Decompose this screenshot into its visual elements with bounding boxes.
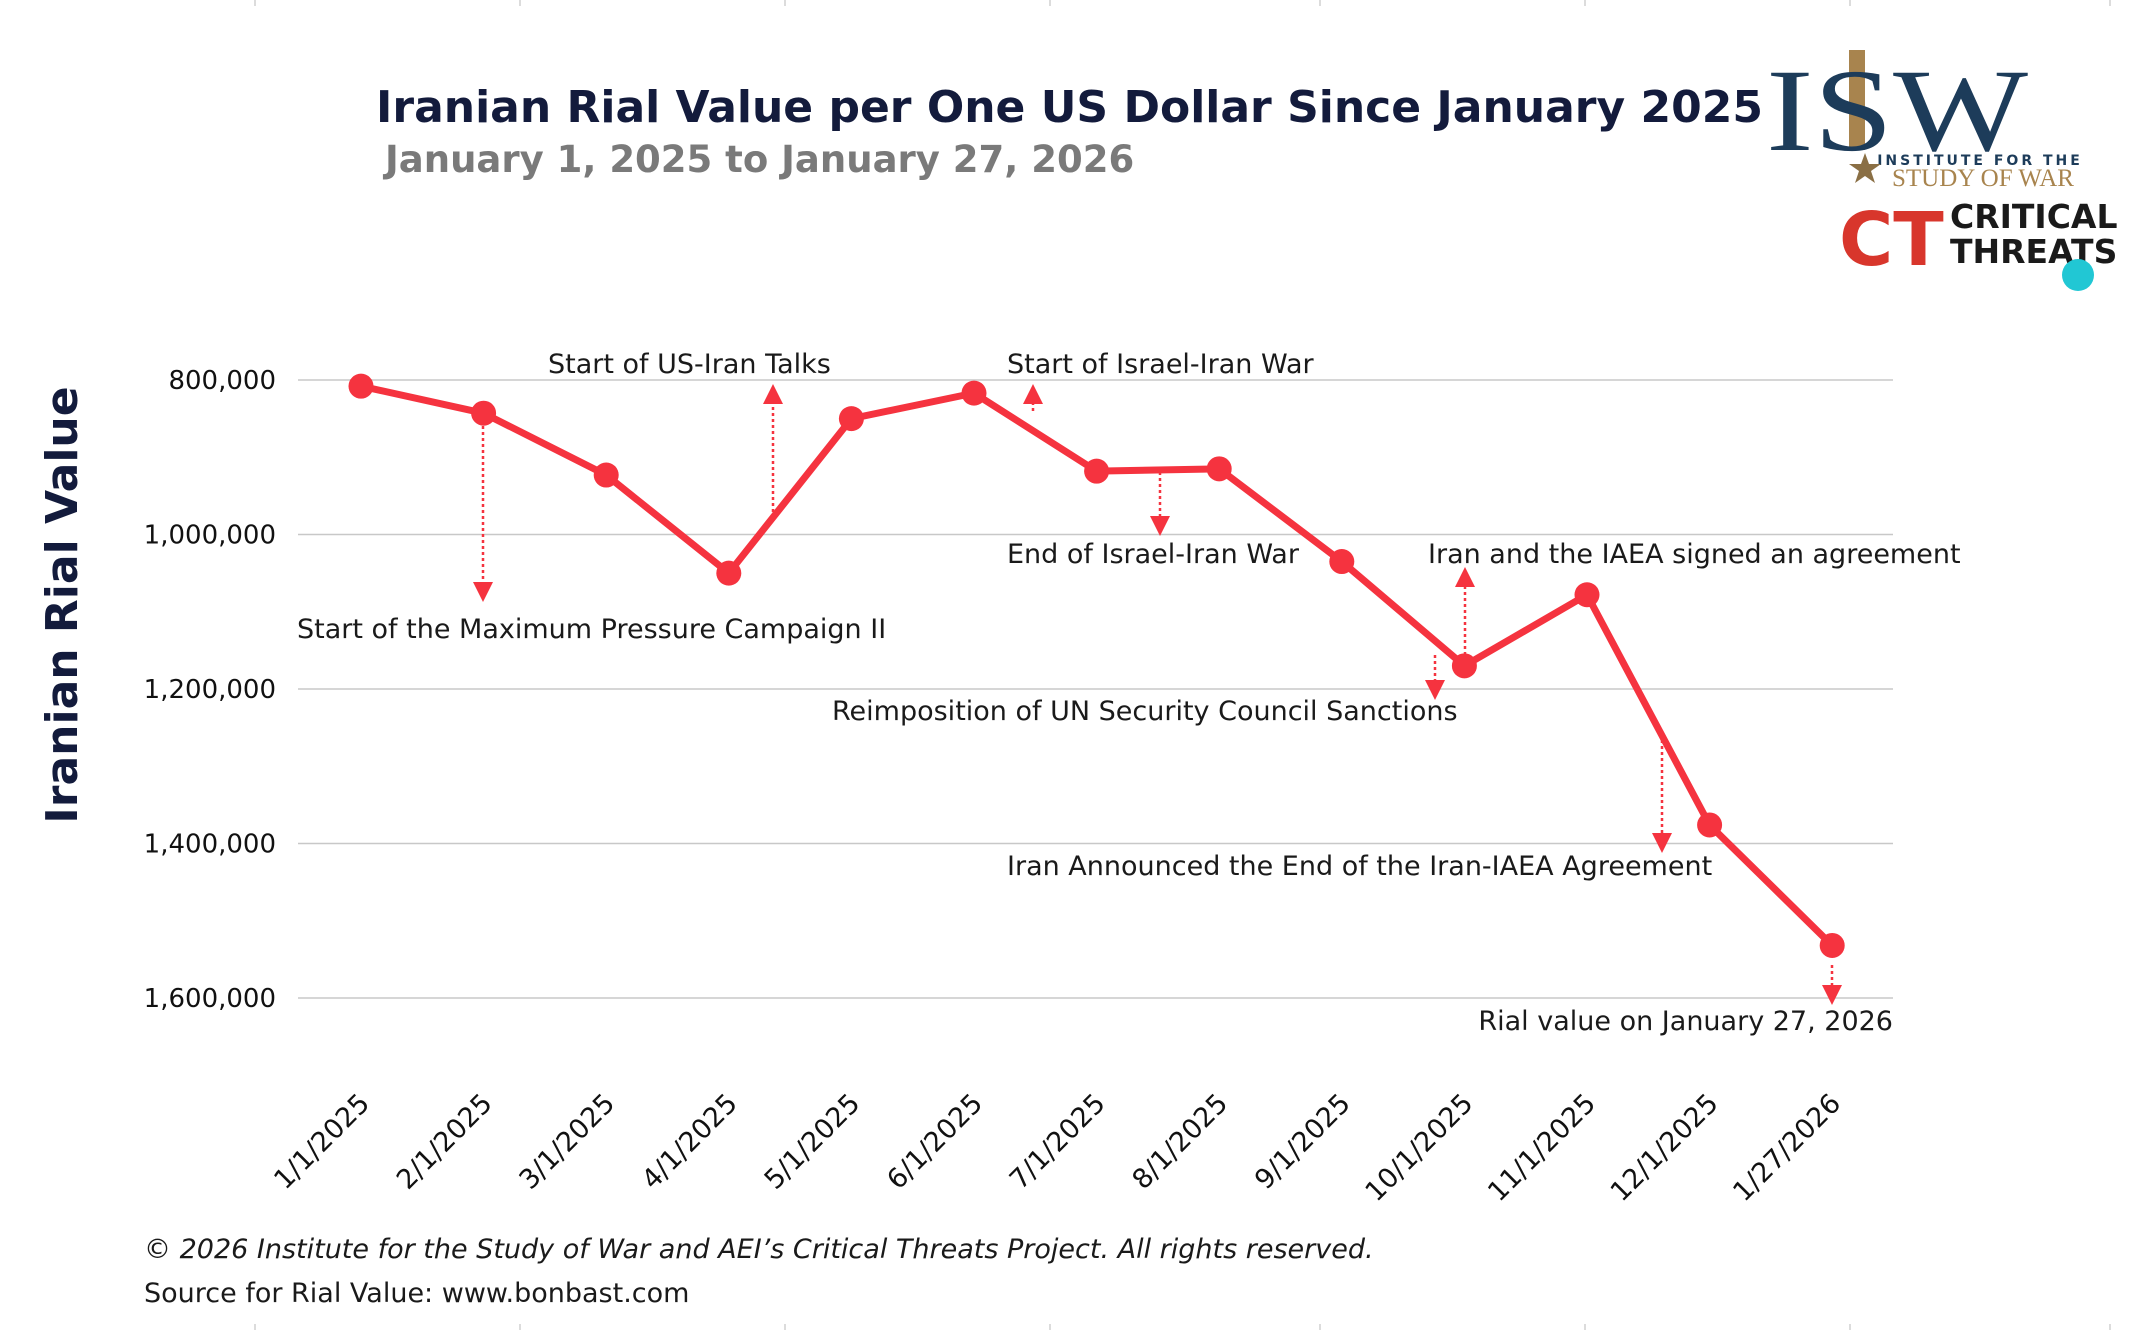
critical-threats-logo: CT CRITICAL THREATS <box>1839 197 2117 291</box>
data-point <box>471 400 497 426</box>
x-tick-label: 11/1/2025 <box>1482 1088 1602 1208</box>
data-point <box>961 380 987 406</box>
data-point <box>1819 932 1845 958</box>
data-point <box>1084 458 1110 484</box>
x-tick-label: 4/1/2025 <box>636 1088 744 1196</box>
y-tick-label: 1,400,000 <box>144 830 276 860</box>
footer-source: Source for Rial Value: www.bonbast.com <box>144 1278 689 1309</box>
annotation-label: Start of the Maximum Pressure Campaign I… <box>297 614 886 645</box>
annotation-label: Start of US-Iran Talks <box>548 349 831 380</box>
y-axis-label: Iranian Rial Value <box>37 386 88 823</box>
annotation-label: End of Israel-Iran War <box>1007 539 1300 570</box>
data-point <box>1697 812 1723 838</box>
x-tick-label: 1/27/2026 <box>1727 1088 1847 1208</box>
x-tick-label: 8/1/2025 <box>1126 1088 1234 1196</box>
y-tick-labels: 800,000 1,000,000 1,200,000 1,400,000 1,600,… <box>144 366 276 1014</box>
gridlines <box>298 379 1893 999</box>
footer-copyright: © 2026 Institute for the Study of War an… <box>144 1234 1374 1265</box>
annotation-label: Iran and the IAEA signed an agreement <box>1428 539 1961 570</box>
x-tick-label: 12/1/2025 <box>1605 1088 1725 1208</box>
x-tick-labels: 1/1/2025 2/1/2025 3/1/2025 4/1/2025 5/1/2025… <box>268 1088 1847 1208</box>
annotation-label: Iran Announced the End of the Iran-IAEA … <box>1007 851 1712 882</box>
annotation-label: Start of Israel-Iran War <box>1007 349 1314 380</box>
data-point <box>716 560 742 586</box>
x-tick-label: 2/1/2025 <box>391 1088 499 1196</box>
chart-subtitle: January 1, 2025 to January 27, 2026 <box>382 138 1134 181</box>
isw-logo-line1: INSTITUTE FOR THE <box>1877 153 2083 169</box>
ct-logo-letters: CT <box>1839 197 1944 283</box>
x-tick-label: 10/1/2025 <box>1360 1088 1480 1208</box>
data-point <box>1206 456 1232 482</box>
x-tick-label: 5/1/2025 <box>759 1088 867 1196</box>
y-tick-label: 800,000 <box>168 366 276 396</box>
annotation-label: Reimposition of UN Security Council Sanc… <box>832 696 1458 727</box>
edge-marks <box>254 0 2111 1330</box>
annotation-label: Rial value on January 27, 2026 <box>1478 1006 1893 1037</box>
ct-logo-line1: CRITICAL <box>1950 197 2117 236</box>
x-tick-label: 3/1/2025 <box>513 1088 621 1196</box>
y-tick-label: 1,600,000 <box>144 984 276 1014</box>
y-tick-label: 1,000,000 <box>144 521 276 551</box>
x-tick-label: 1/1/2025 <box>268 1088 376 1196</box>
annotation-labels: Start of the Maximum Pressure Campaign I… <box>297 349 1961 1037</box>
y-tick-label: 1,200,000 <box>144 675 276 705</box>
data-point <box>1451 653 1477 679</box>
series-rial-value <box>348 373 1845 958</box>
ct-logo-line2: THREATS <box>1950 232 2117 271</box>
isw-logo-bar <box>1849 50 1865 150</box>
data-point <box>1574 582 1600 608</box>
data-point <box>593 462 619 488</box>
annotation-arrows <box>473 384 1842 1005</box>
isw-logo-letters: ISW <box>1766 45 2029 176</box>
data-point <box>1329 549 1355 575</box>
data-point <box>348 373 374 399</box>
data-point <box>838 406 864 432</box>
ct-logo-dot-icon <box>2062 259 2094 291</box>
x-tick-label: 9/1/2025 <box>1249 1088 1357 1196</box>
x-tick-label: 7/1/2025 <box>1004 1088 1112 1196</box>
isw-logo: ISW INSTITUTE FOR THE STUDY OF WAR <box>1766 45 2083 192</box>
chart-title: Iranian Rial Value per One US Dollar Sin… <box>376 82 1763 133</box>
isw-logo-line2: STUDY OF WAR <box>1892 165 2074 192</box>
star-icon <box>1849 153 1881 183</box>
x-tick-label: 6/1/2025 <box>881 1088 989 1196</box>
